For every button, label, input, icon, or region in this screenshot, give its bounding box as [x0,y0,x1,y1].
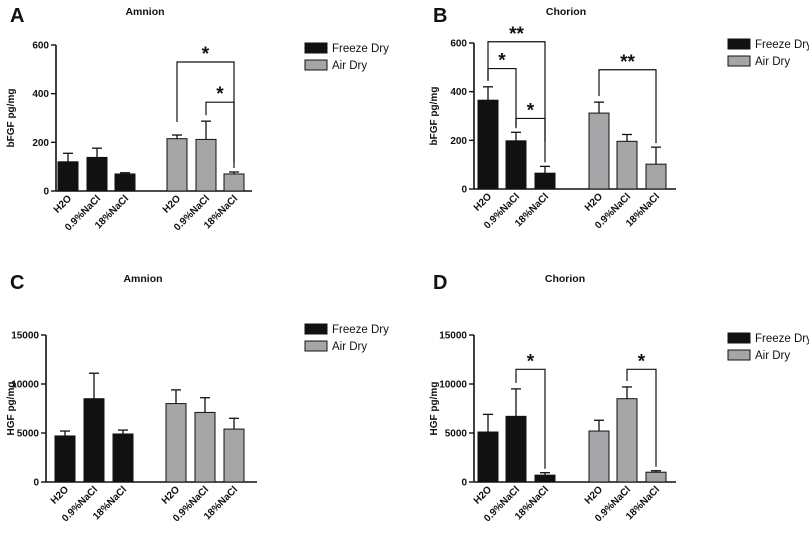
y-tick-label: 0 [461,478,467,489]
bar-air-dry-1 [616,140,638,190]
y-tick-label: 10000 [11,380,39,391]
bar-air-dry-0 [588,430,610,483]
bar-freeze-dry-1 [505,140,527,190]
chart-title: Chorion [545,273,585,285]
y-tick-label: 600 [32,41,49,52]
bar-freeze-dry-1 [83,398,105,483]
significance-bracket [205,101,235,169]
significance-bracket [598,69,657,144]
significance-label: * [527,100,535,121]
panel-letter: C [10,272,24,294]
bar-freeze-dry-0 [477,431,499,483]
panel-letter: A [10,5,24,27]
legend-label: Freeze Dry [755,39,809,51]
bar-freeze-dry-0 [57,161,79,192]
y-axis-label: HGF pg/mg [429,382,440,436]
significance-label: * [498,51,506,72]
legend-label: Air Dry [755,350,790,362]
significance-bracket [487,41,546,142]
chart-title: Amnion [123,273,162,285]
significance-bracket [515,368,546,469]
bar-freeze-dry-0 [477,99,499,190]
legend-label: Air Dry [755,56,790,68]
significance-label: * [202,44,210,65]
legend-label: Freeze Dry [755,333,809,345]
y-tick-label: 0 [43,187,49,198]
y-tick-label: 600 [450,39,467,50]
significance-label: * [216,84,224,105]
legend-swatch [727,38,751,50]
legend-swatch [727,349,751,361]
significance-label: * [527,351,535,372]
chart-title: Chorion [546,6,586,18]
y-tick-label: 200 [450,136,467,147]
legend-label: Freeze Dry [332,43,389,55]
x-tick-label: H2O [472,191,494,213]
y-tick-label: 15000 [11,331,39,342]
y-tick-label: 0 [461,185,467,196]
y-tick-label: 400 [32,89,49,100]
legend-swatch [304,323,328,335]
x-tick-label: H2O [583,484,605,506]
bar-air-dry-0 [165,403,187,483]
y-tick-label: 400 [450,87,467,98]
y-axis-label: bFGF pg/mg [429,87,440,146]
bar-air-dry-2 [223,428,245,483]
significance-label: ** [509,24,524,45]
y-tick-label: 10000 [439,380,467,391]
bar-freeze-dry-1 [86,156,108,192]
bar-air-dry-0 [166,138,188,192]
y-axis-label: bFGF pg/mg [6,89,17,148]
x-tick-label: H2O [49,484,71,506]
bar-air-dry-2 [645,471,667,483]
bar-air-dry-1 [195,138,217,192]
significance-label: * [638,351,646,372]
significance-bracket [626,368,657,467]
y-tick-label: 5000 [17,429,40,440]
panel-letter: B [433,5,447,27]
significance-label: ** [620,52,635,73]
legend-label: Freeze Dry [332,324,389,336]
bar-air-dry-0 [588,112,610,190]
x-tick-label: H2O [583,191,605,213]
bar-freeze-dry-1 [505,415,527,483]
bar-freeze-dry-2 [114,173,136,192]
significance-bracket [515,117,546,163]
legend-label: Air Dry [332,341,367,353]
bar-freeze-dry-0 [54,435,76,483]
legend-label: Air Dry [332,60,367,72]
chart-title: Amnion [125,6,164,18]
y-axis-label: HGF pg/mg [6,382,17,436]
y-tick-label: 5000 [445,429,468,440]
x-tick-label: H2O [472,484,494,506]
bar-freeze-dry-2 [534,474,556,483]
bar-air-dry-2 [645,163,667,190]
legend-swatch [304,59,328,71]
x-tick-label: H2O [160,484,182,506]
bar-freeze-dry-2 [534,172,556,190]
bar-freeze-dry-2 [112,433,134,483]
legend-swatch [304,340,328,352]
legend-swatch [727,55,751,67]
bar-air-dry-1 [616,398,638,483]
legend-swatch [727,332,751,344]
x-tick-label: H2O [161,193,183,215]
y-tick-label: 0 [33,478,39,489]
legend-swatch [304,42,328,54]
x-tick-label: H2O [52,193,74,215]
y-tick-label: 15000 [439,331,467,342]
panel-letter: D [433,272,447,294]
y-tick-label: 200 [32,138,49,149]
bar-air-dry-1 [194,411,216,483]
bar-air-dry-2 [223,173,245,192]
